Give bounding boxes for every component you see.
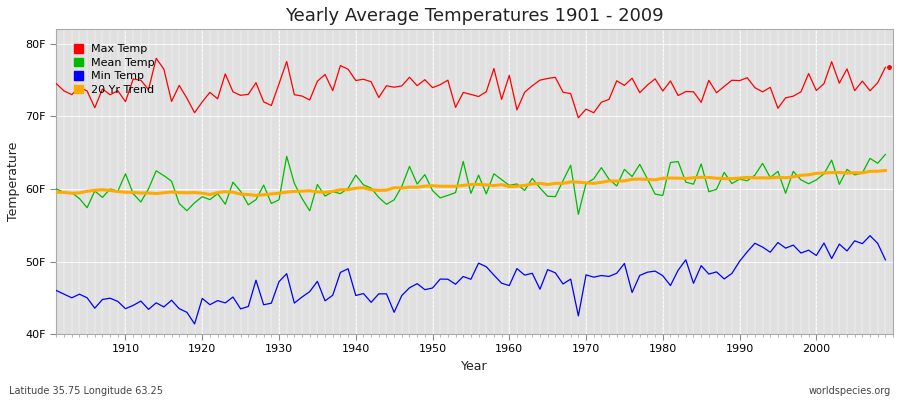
X-axis label: Year: Year xyxy=(462,360,488,373)
Text: Latitude 35.75 Longitude 63.25: Latitude 35.75 Longitude 63.25 xyxy=(9,386,163,396)
Y-axis label: Temperature: Temperature xyxy=(7,142,20,221)
Text: worldspecies.org: worldspecies.org xyxy=(809,386,891,396)
Legend: Max Temp, Mean Temp, Min Temp, 20 Yr Trend: Max Temp, Mean Temp, Min Temp, 20 Yr Tre… xyxy=(70,41,158,98)
Title: Yearly Average Temperatures 1901 - 2009: Yearly Average Temperatures 1901 - 2009 xyxy=(285,7,664,25)
